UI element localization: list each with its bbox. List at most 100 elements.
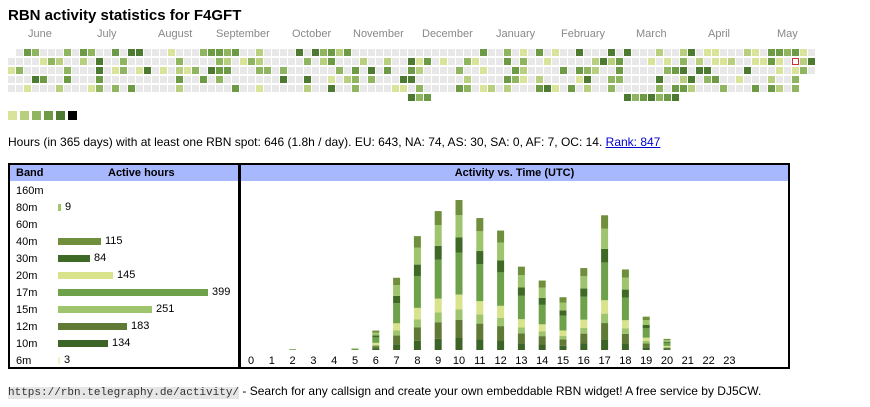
day-cell	[664, 94, 671, 101]
day-cell	[168, 49, 175, 56]
month-label: September	[216, 28, 270, 40]
hour-activity-bar	[663, 347, 671, 348]
day-cell	[728, 76, 735, 83]
day-cell	[560, 49, 567, 56]
day-cell	[536, 85, 543, 92]
day-cell	[32, 49, 39, 56]
day-cell	[240, 49, 247, 56]
hour-activity-bar	[642, 337, 650, 341]
day-cell	[336, 49, 343, 56]
hour-activity-bar	[642, 341, 650, 344]
day-cell	[328, 67, 335, 74]
day-cell	[128, 67, 135, 74]
hour-tick-label: 18	[619, 355, 632, 367]
day-cell	[536, 76, 543, 83]
hour-activity-bar	[663, 347, 671, 350]
day-cell	[272, 58, 279, 65]
day-cell	[752, 85, 759, 92]
day-cell	[376, 58, 383, 65]
day-cell	[544, 76, 551, 83]
day-cell	[488, 67, 495, 74]
day-cell	[240, 76, 247, 83]
day-cell	[576, 76, 583, 83]
day-cell	[496, 67, 503, 74]
day-cell	[800, 49, 807, 56]
day-cell	[776, 58, 783, 65]
day-cell	[376, 76, 383, 83]
band-row: 40m 115	[10, 234, 238, 251]
day-cell	[104, 49, 111, 56]
day-cell	[176, 76, 183, 83]
day-cell	[416, 49, 423, 56]
hour-activity-bar	[393, 285, 401, 296]
day-cell	[32, 67, 39, 74]
day-cell	[616, 49, 623, 56]
day-cell	[40, 85, 47, 92]
day-cell	[488, 85, 495, 92]
day-cell	[640, 67, 647, 74]
day-cell	[288, 49, 295, 56]
day-cell	[576, 58, 583, 65]
day-cell	[272, 76, 279, 83]
day-cell	[760, 49, 767, 56]
day-cell	[792, 49, 799, 56]
day-cell	[24, 58, 31, 65]
day-cell	[184, 76, 191, 83]
day-cell	[312, 58, 319, 65]
day-cell	[616, 58, 623, 65]
day-cell	[656, 49, 663, 56]
day-cell	[48, 49, 55, 56]
day-cell	[808, 67, 815, 74]
day-cell	[560, 85, 567, 92]
day-cell	[480, 76, 487, 83]
day-cell	[328, 76, 335, 83]
time-panel-header: Activity vs. Time (UTC)	[241, 165, 788, 181]
band-hours-bar	[58, 306, 152, 313]
day-cell	[192, 58, 199, 65]
day-cell	[760, 76, 767, 83]
day-cell	[672, 94, 679, 101]
day-cell	[432, 85, 439, 92]
hour-activity-bar	[455, 338, 463, 350]
hour-activity-bar	[559, 297, 567, 303]
day-cell	[224, 85, 231, 92]
legend-swatch	[44, 111, 53, 120]
day-cell	[344, 85, 351, 92]
hour-activity-bar	[601, 248, 609, 263]
hour-activity-bar	[476, 323, 484, 340]
day-cell	[344, 49, 351, 56]
footer-url[interactable]: https://rbn.telegraphy.de/activity/	[8, 387, 240, 399]
day-cell	[264, 58, 271, 65]
day-cell	[632, 67, 639, 74]
day-cell	[40, 49, 47, 56]
day-cell	[648, 94, 655, 101]
hour-activity-bar	[372, 342, 380, 345]
day-cell	[104, 76, 111, 83]
day-cell	[624, 49, 631, 56]
day-cell	[544, 67, 551, 74]
hour-activity-bar	[455, 200, 463, 215]
rank-link[interactable]: Rank: 847	[605, 135, 661, 149]
day-cell	[416, 85, 423, 92]
day-cell	[504, 76, 511, 83]
day-cell	[544, 58, 551, 65]
hour-activity-bar	[372, 337, 380, 343]
day-cell	[696, 58, 703, 65]
hour-activity-bar	[601, 313, 609, 324]
band-hours-bar	[58, 238, 101, 245]
band-name: 10m	[16, 338, 38, 350]
hour-activity-bar	[455, 215, 463, 238]
day-cell	[40, 67, 47, 74]
hour-activity-bar	[538, 336, 546, 345]
month-label: June	[28, 28, 52, 40]
day-cell	[176, 49, 183, 56]
day-cell	[360, 76, 367, 83]
hour-activity-bar	[580, 333, 588, 344]
day-cell	[104, 85, 111, 92]
day-cell	[224, 58, 231, 65]
day-cell	[712, 76, 719, 83]
hour-activity-bar	[601, 228, 609, 249]
band-column-header: Band	[16, 167, 44, 179]
day-cell	[456, 58, 463, 65]
day-cell	[24, 67, 31, 74]
